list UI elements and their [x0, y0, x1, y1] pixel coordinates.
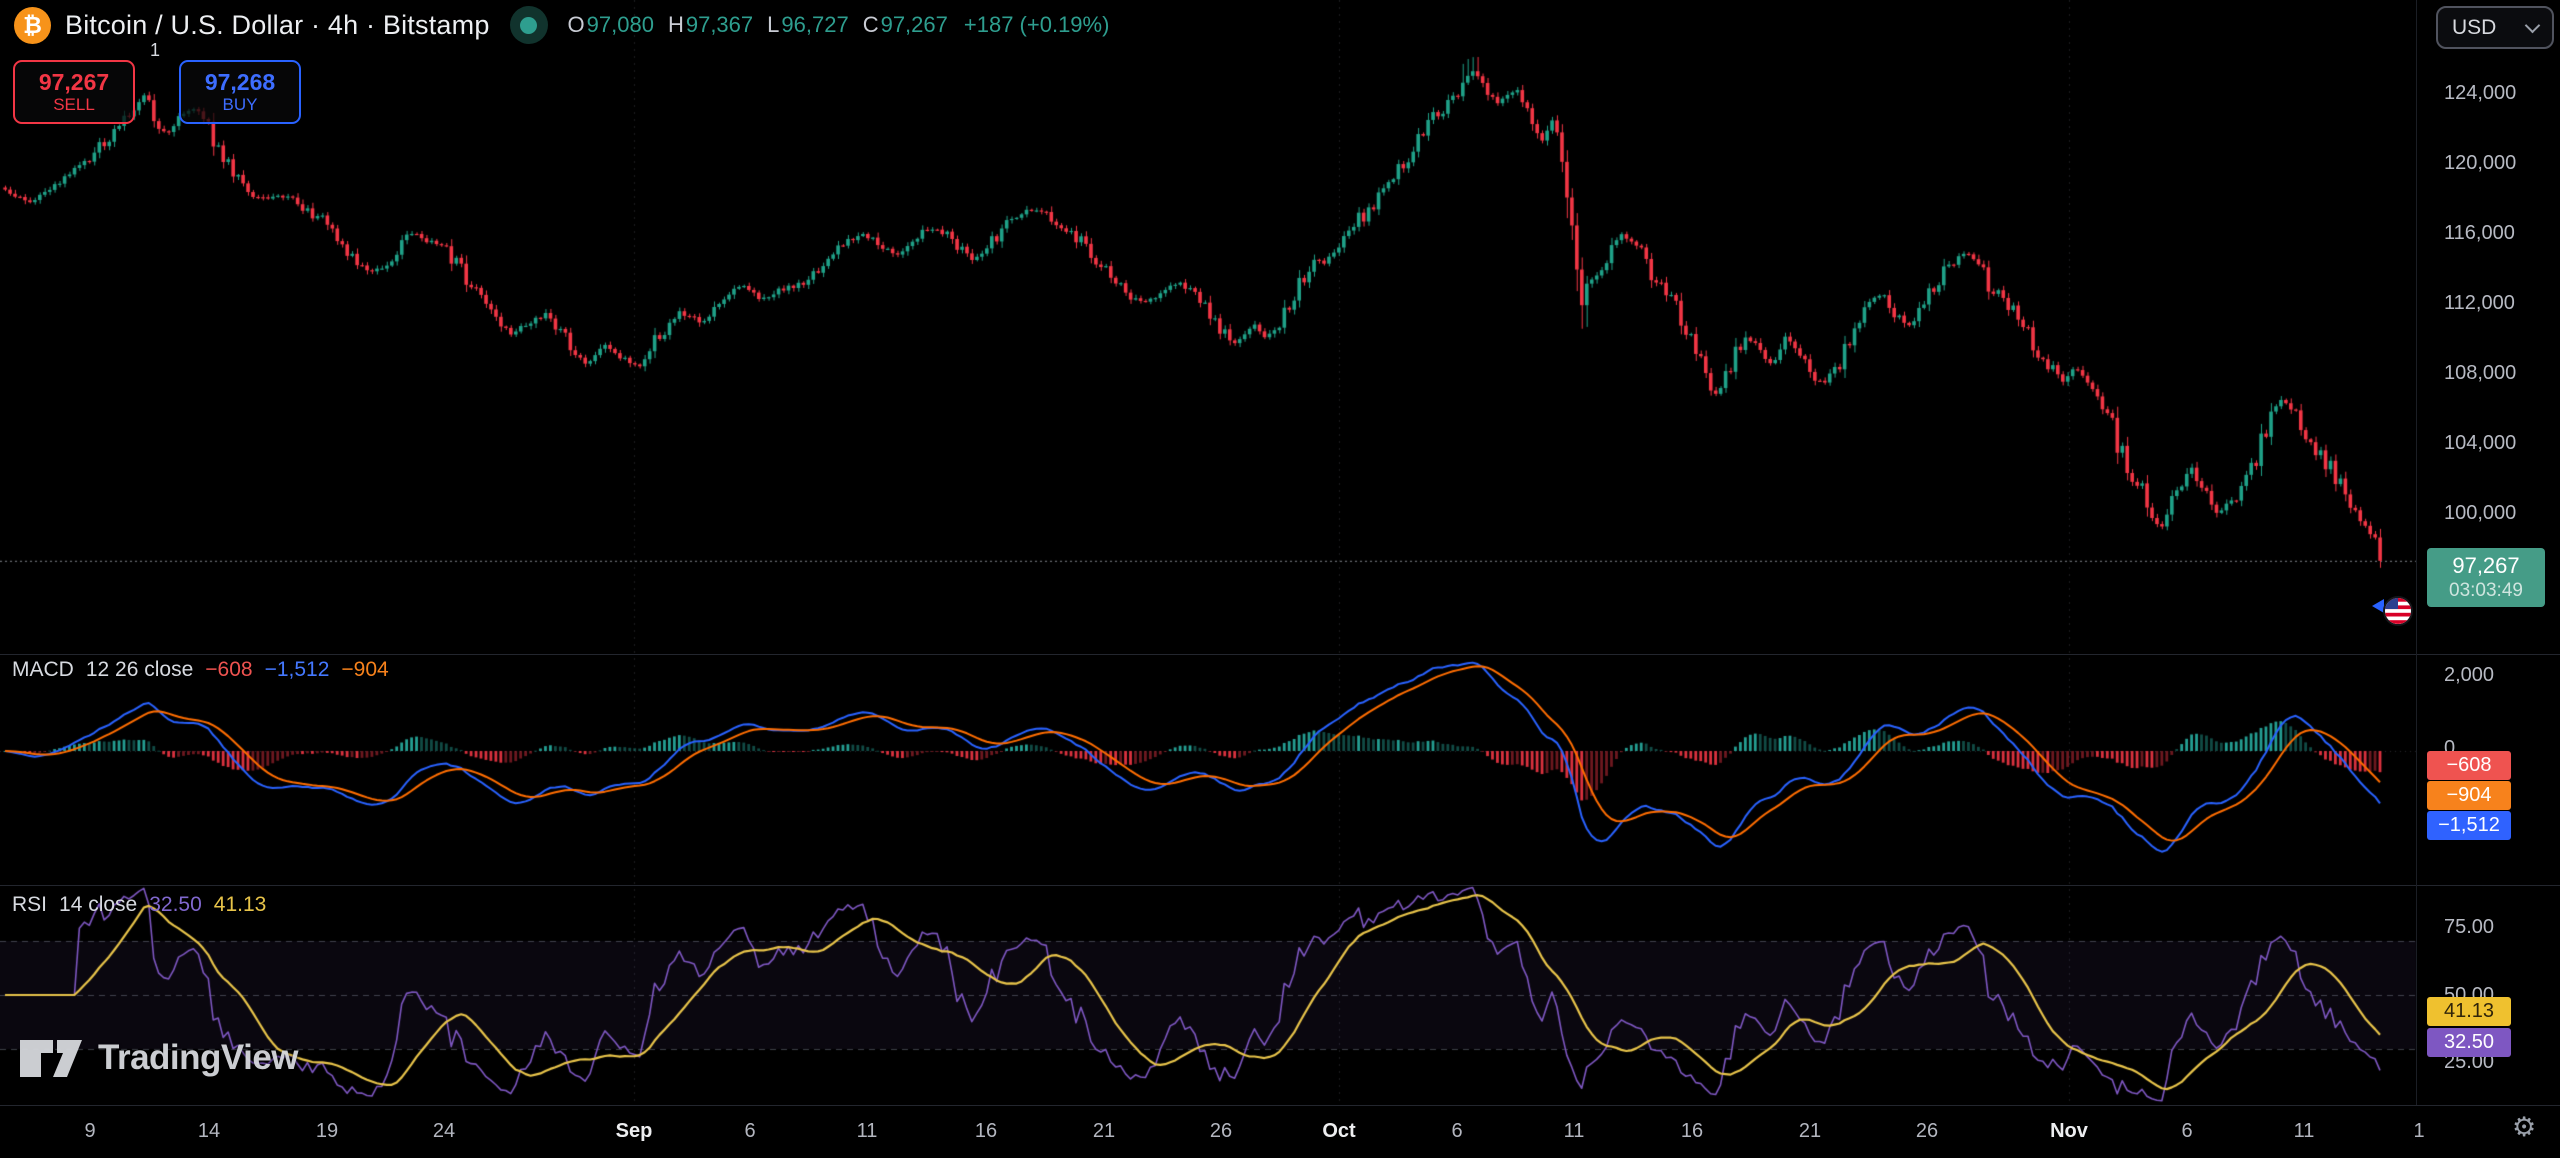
price-axis-label: 104,000	[2444, 432, 2517, 454]
macd-line-value: −1,512	[264, 658, 330, 681]
price-axis-label: 116,000	[2444, 222, 2515, 244]
time-axis-label: 16	[974, 1120, 998, 1142]
open-label: O	[567, 12, 585, 37]
rsi-params: 14 close	[59, 893, 138, 916]
chevron-down-icon	[2524, 17, 2541, 34]
rsi-axis-badge: 32.50	[2427, 1028, 2511, 1057]
sell-button[interactable]: 97,267 SELL	[13, 60, 135, 124]
macd-axis-badge: −1,512	[2427, 811, 2511, 840]
close-value: 97,267	[880, 12, 948, 37]
macd-hist-value: −608	[205, 658, 253, 681]
ohlc-legend: O 97,080 H 97,367 L 96,727 C 97,267 +187 (+0…	[568, 12, 1110, 38]
quantity-value[interactable]: 1	[150, 40, 161, 60]
time-axis-label: 1	[2413, 1120, 2425, 1142]
sell-price: 97,267	[38, 69, 110, 95]
sell-label: SELL	[53, 95, 95, 114]
time-axis-label: 14	[197, 1120, 221, 1142]
price-axis-label: 120,000	[2444, 152, 2517, 174]
change-value: +187 (+0.19%)	[963, 12, 1110, 37]
currency-value: USD	[2452, 15, 2497, 39]
rsi-axis-badge: 41.13	[2427, 997, 2511, 1026]
low-label: L	[767, 12, 780, 37]
rsi-ma-value: 41.13	[213, 893, 267, 916]
time-axis-label: Sep	[615, 1120, 653, 1142]
time-axis-label: 21	[1798, 1120, 1822, 1142]
macd-params: 12 26 close	[85, 658, 194, 681]
bitcoin-icon: ₿	[14, 6, 51, 44]
close-label: C	[862, 12, 879, 37]
currency-selector[interactable]: USD	[2436, 6, 2554, 49]
time-axis-label: Oct	[1322, 1120, 1356, 1142]
price-axis-label: 112,000	[2444, 292, 2515, 314]
high-value: 97,367	[685, 12, 754, 37]
time-axis-label: 11	[856, 1120, 878, 1142]
rsi-value: 32.50	[149, 893, 202, 916]
last-price-value: 97,267	[2452, 553, 2520, 578]
time-axis-label: 26	[1915, 1120, 1939, 1142]
price-axis-separator	[2416, 0, 2417, 1105]
macd-name: MACD	[12, 658, 74, 681]
tradingview-logo-mark	[20, 1039, 82, 1077]
macd-signal-value: −904	[341, 658, 389, 681]
time-axis-label: 6	[1451, 1120, 1463, 1142]
time-axis-label: Nov	[2050, 1120, 2088, 1142]
time-axis-label: 11	[1563, 1120, 1585, 1142]
price-axis-label: 100,000	[2444, 502, 2517, 524]
time-axis-label: 9	[84, 1120, 96, 1142]
time-axis-label: 6	[744, 1120, 756, 1142]
low-value: 96,727	[781, 12, 849, 37]
tradingview-logo-text: TradingView	[98, 1038, 299, 1077]
price-axis-label: 108,000	[2444, 362, 2517, 384]
settings-gear-icon[interactable]: ⚙	[2512, 1112, 2537, 1142]
market-status-icon[interactable]	[509, 6, 548, 44]
macd-legend[interactable]: MACD 12 26 close −608 −1,512 −904	[12, 658, 389, 682]
buy-label: BUY	[222, 95, 258, 114]
tradingview-logo[interactable]: TradingView	[20, 1038, 299, 1078]
time-axis-label: 6	[2181, 1120, 2193, 1142]
pane-separator[interactable]	[0, 654, 2560, 655]
axis-separator	[0, 1105, 2560, 1106]
trade-panel: 97,267 SELL 97,268 BUY	[13, 60, 301, 124]
macd-axis-label: 2,000	[2444, 664, 2495, 686]
time-axis-label: 26	[1209, 1120, 1233, 1142]
macd-axis-badge: −608	[2427, 751, 2511, 780]
time-axis-label: 11	[2293, 1120, 2315, 1142]
time-axis-label: 24	[432, 1120, 456, 1142]
symbol-title[interactable]: Bitcoin / U.S. Dollar · 4h · Bitstamp	[65, 9, 490, 40]
symbol-header: ₿ Bitcoin / U.S. Dollar · 4h · Bitstamp …	[14, 6, 1109, 44]
time-axis-label: 21	[1092, 1120, 1116, 1142]
rsi-legend[interactable]: RSI 14 close 32.50 41.13	[12, 893, 266, 917]
time-axis-label: 19	[315, 1120, 339, 1142]
rsi-name: RSI	[12, 893, 48, 916]
last-price-badge[interactable]: 97,267 03:03:49	[2427, 548, 2545, 607]
market-open-dot	[520, 16, 538, 34]
macd-axis-badge: −904	[2427, 781, 2511, 810]
pane-separator[interactable]	[0, 885, 2560, 886]
high-label: H	[667, 12, 684, 37]
buy-button[interactable]: 97,268 BUY	[179, 60, 301, 124]
buy-price: 97,268	[204, 69, 276, 95]
open-value: 97,080	[586, 12, 654, 37]
rsi-axis-label: 75.00	[2444, 916, 2495, 938]
price-axis-label: 124,000	[2444, 82, 2517, 104]
time-axis-label: 16	[1680, 1120, 1704, 1142]
last-bar-flag-icon[interactable]	[2370, 592, 2414, 630]
macd-axis-label: 0	[2444, 737, 2456, 759]
bar-countdown: 03:03:49	[2449, 580, 2523, 601]
